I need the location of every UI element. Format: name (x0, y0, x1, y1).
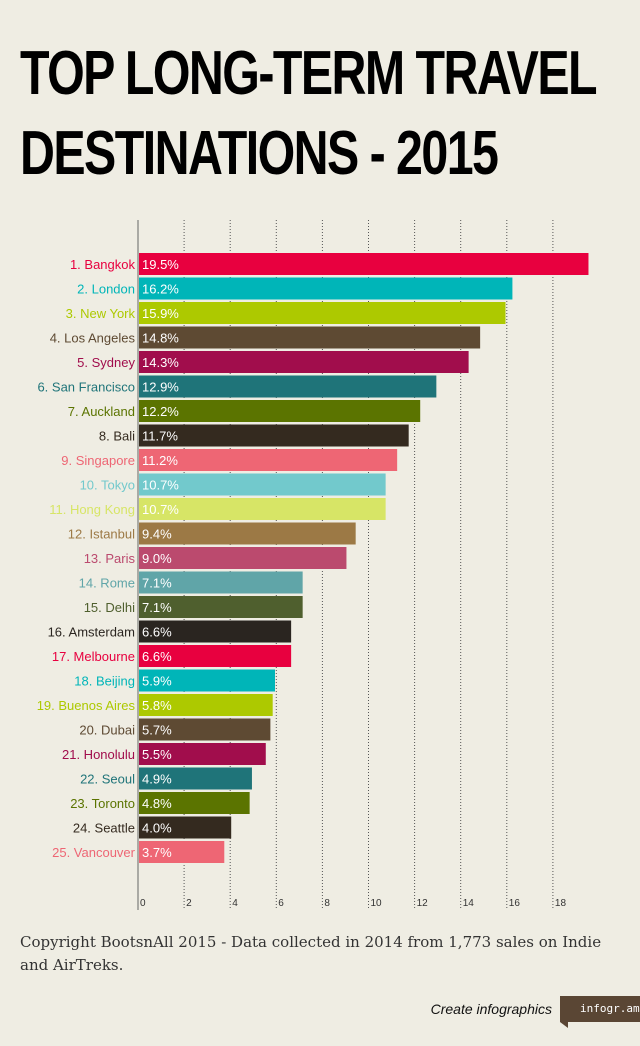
x-tick-label: 16 (509, 898, 521, 909)
bar (139, 449, 398, 471)
x-tick-label: 0 (140, 898, 146, 909)
category-label: 16. Amsterdam (48, 625, 135, 640)
bar (139, 620, 292, 643)
infogram-credit[interactable]: Create infographics infogr.am (430, 996, 640, 1028)
bar (139, 718, 271, 741)
value-label: 4.9% (142, 772, 172, 787)
bar (139, 522, 356, 545)
category-label: 25. Vancouver (52, 845, 136, 860)
value-label: 15.9% (142, 306, 179, 321)
bar (139, 424, 409, 447)
value-label: 6.6% (142, 649, 172, 664)
bar (139, 669, 275, 692)
value-label: 5.5% (142, 747, 172, 762)
category-label: 13. Paris (84, 551, 136, 566)
value-label: 11.2% (142, 453, 178, 468)
category-label: 20. Dubai (79, 723, 135, 738)
category-label: 22. Seoul (80, 772, 135, 787)
category-label: 1. Bangkok (70, 257, 136, 272)
category-label: 17. Melbourne (52, 649, 135, 664)
bar (139, 816, 232, 839)
category-label: 5. Sydney (77, 355, 135, 370)
x-tick-label: 2 (186, 898, 192, 909)
category-label: 12. Istanbul (68, 527, 135, 542)
value-label: 12.9% (142, 380, 179, 395)
category-label: 18. Beijing (74, 674, 135, 689)
x-tick-label: 8 (324, 898, 330, 909)
category-label: 23. Toronto (70, 796, 135, 811)
footnote: Copyright BootsnAll 2015 - Data collecte… (20, 933, 602, 974)
category-label: 6. San Francisco (37, 380, 135, 395)
category-label: 7. Auckland (68, 404, 135, 419)
bar (139, 302, 506, 324)
bar (139, 351, 469, 373)
category-label: 21. Honolulu (62, 747, 135, 762)
value-label: 7.1% (142, 600, 172, 615)
value-label: 10.7% (142, 502, 179, 517)
bar (139, 743, 266, 765)
category-label: 19. Buenos Aires (37, 698, 136, 713)
category-label: 14. Rome (79, 576, 135, 591)
category-label: 11. Hong Kong (49, 502, 135, 517)
title-line-2: DESTINATIONS - 2015 (20, 119, 499, 188)
value-label: 12.2% (142, 404, 179, 419)
category-label: 9. Singapore (61, 453, 135, 468)
bar (139, 841, 225, 863)
category-label: 15. Delhi (84, 600, 135, 615)
value-label: 19.5% (142, 257, 179, 272)
value-label: 6.6% (142, 625, 172, 640)
category-label: 8. Bali (99, 429, 135, 444)
value-label: 7.1% (142, 576, 172, 591)
bar (139, 375, 437, 398)
bar (139, 596, 303, 618)
bar (139, 473, 386, 496)
bar-chart: 1. Bangkok 19.5% 2. London 16.2% 3. New York… (37, 220, 589, 910)
value-label: 9.0% (142, 551, 172, 566)
title-line-1: TOP LONG-TERM TRAVEL (20, 39, 598, 108)
credit-text: Create infographics (430, 1001, 552, 1017)
value-label: 16.2% (142, 282, 179, 297)
bar (139, 498, 386, 520)
value-label: 10.7% (142, 478, 179, 493)
bar (139, 767, 252, 790)
category-label: 10. Tokyo (80, 478, 135, 493)
bar (139, 326, 481, 349)
value-label: 3.7% (142, 845, 172, 860)
x-tick-label: 10 (371, 898, 383, 909)
category-label: 4. Los Angeles (50, 331, 136, 346)
bar (139, 253, 589, 275)
value-label: 14.8% (142, 331, 179, 346)
category-label: 24. Seattle (73, 821, 135, 836)
value-label: 4.0% (142, 821, 172, 836)
bar (139, 277, 513, 300)
bar (139, 694, 273, 716)
category-label: 3. New York (66, 306, 136, 321)
value-label: 5.8% (142, 698, 172, 713)
value-label: 14.3% (142, 355, 179, 370)
x-tick-label: 12 (417, 898, 429, 909)
bar (139, 571, 303, 594)
value-label: 9.4% (142, 527, 172, 542)
x-tick-label: 18 (555, 898, 567, 909)
bar (139, 645, 292, 667)
value-label: 4.8% (142, 796, 172, 811)
bar (139, 400, 421, 422)
x-tick-label: 14 (463, 898, 475, 909)
infogram-logo: infogr.am (560, 996, 640, 1028)
x-tick-label: 6 (278, 898, 284, 909)
value-label: 5.9% (142, 674, 172, 689)
bar (139, 547, 347, 569)
category-label: 2. London (77, 282, 135, 297)
x-tick-label: 4 (232, 898, 238, 909)
bar (139, 792, 250, 814)
page-title: TOP LONG-TERM TRAVEL DESTINATIONS - 2015 (20, 34, 598, 194)
value-label: 5.7% (142, 723, 172, 738)
value-label: 11.7% (142, 429, 178, 444)
